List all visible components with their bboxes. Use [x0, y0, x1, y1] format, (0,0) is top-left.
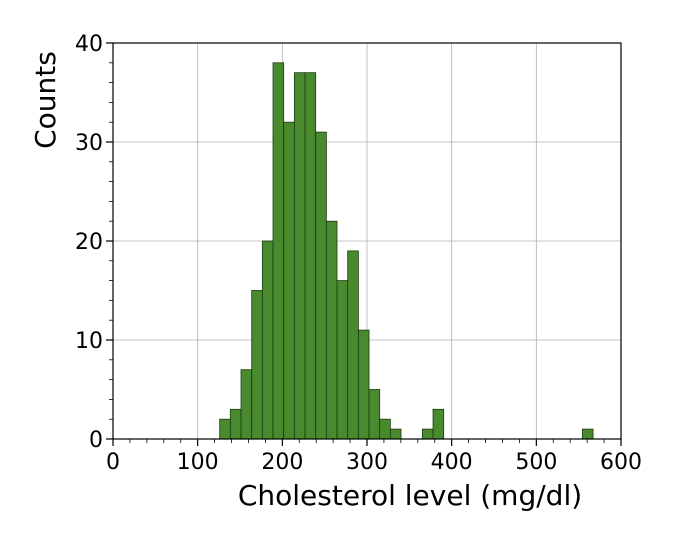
bars	[219, 62, 594, 440]
x-axis-label: Cholesterol level (mg/dl)	[238, 479, 582, 512]
histogram-bar	[347, 250, 359, 440]
y-tick-label: 20	[75, 230, 103, 255]
histogram-bar	[325, 220, 338, 440]
y-tick-label: 10	[75, 329, 103, 354]
x-tick-label: 400	[431, 450, 473, 475]
x-tick-label: 300	[346, 450, 388, 475]
histogram-bar	[251, 290, 263, 440]
histogram-bar	[293, 72, 306, 440]
histogram-bar	[336, 280, 349, 440]
y-tick-label: 0	[89, 428, 103, 453]
histogram-bar	[421, 428, 434, 440]
histogram-bar	[379, 418, 391, 440]
y-axis-label: Counts	[29, 51, 62, 149]
x-tick-label: 600	[600, 450, 642, 475]
histogram-bar	[283, 121, 295, 440]
histogram-bar	[219, 418, 231, 440]
histogram-bar	[240, 369, 253, 440]
histogram-bar	[304, 72, 317, 440]
histogram-bar	[261, 240, 274, 440]
histogram-bar	[432, 408, 445, 440]
histogram-bar	[229, 408, 242, 440]
histogram-bar	[272, 62, 285, 440]
x-tick-label: 200	[261, 450, 303, 475]
x-tick-label: 0	[106, 450, 120, 475]
y-tick-label: 40	[75, 32, 103, 57]
y-tick-label: 30	[75, 131, 103, 156]
histogram-bar	[368, 389, 381, 440]
histogram-bar	[581, 428, 594, 440]
x-tick-label: 500	[515, 450, 557, 475]
histogram-bar	[357, 329, 370, 440]
histogram-bar	[389, 428, 402, 440]
histogram-bar	[315, 131, 327, 440]
axis-ticks: 0 100 200 300 400 500 600 0 10 20 30 40	[75, 32, 642, 475]
x-tick-label: 100	[177, 450, 219, 475]
